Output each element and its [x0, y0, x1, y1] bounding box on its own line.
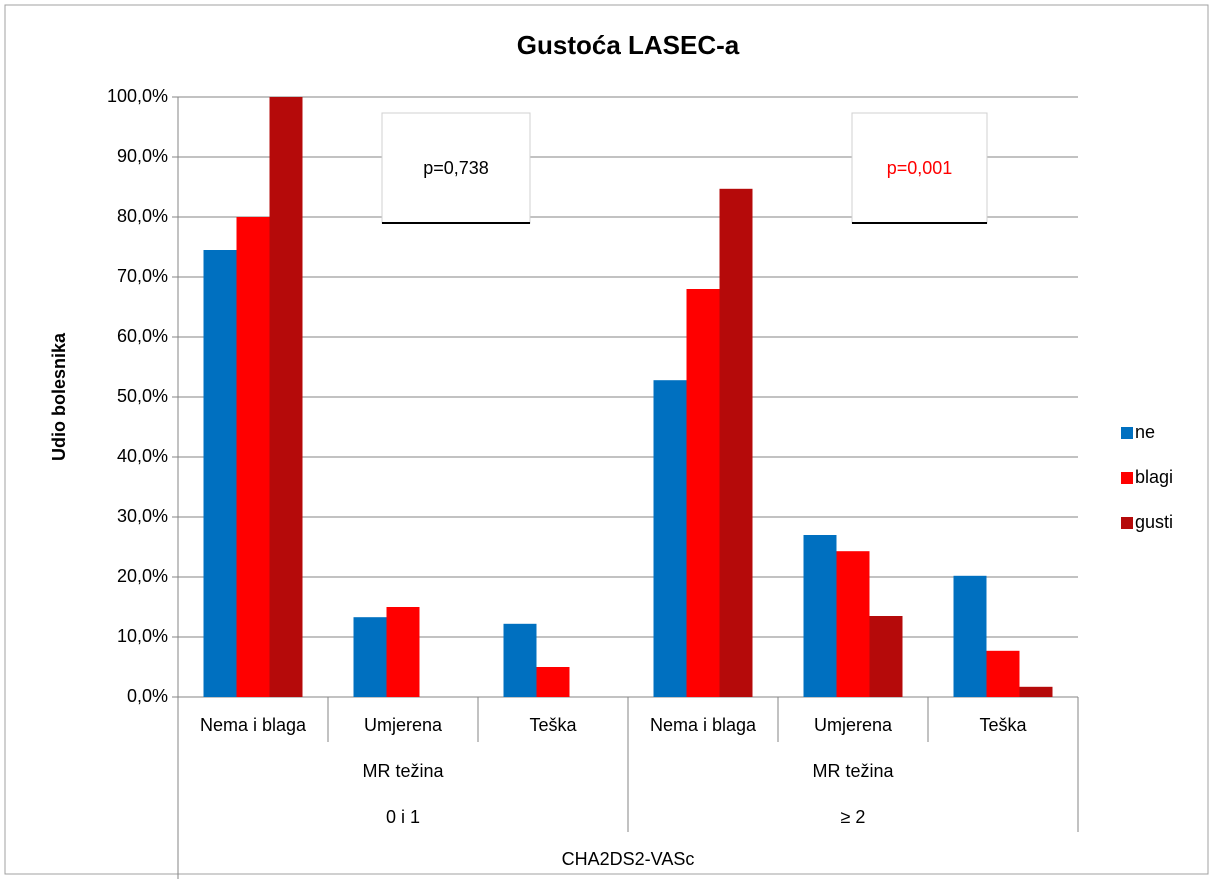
x-tick-label: Teška — [979, 715, 1027, 735]
x-tick-label: Teška — [529, 715, 577, 735]
bar — [203, 250, 237, 697]
y-tick-label: 50,0% — [117, 386, 168, 406]
bar — [386, 607, 420, 697]
legend-label: gusti — [1135, 512, 1173, 532]
bar — [1019, 686, 1053, 697]
y-axis-label: Udio bolesnika — [49, 332, 69, 461]
bar — [236, 217, 270, 697]
y-tick-label: 80,0% — [117, 206, 168, 226]
legend-label: blagi — [1135, 467, 1173, 487]
annotation-box — [381, 112, 531, 224]
group-label: 0 i 1 — [386, 807, 420, 827]
bar — [653, 380, 687, 697]
y-tick-label: 100,0% — [107, 86, 168, 106]
bar — [803, 535, 837, 697]
y-tick-label: 10,0% — [117, 626, 168, 646]
bar — [269, 97, 303, 697]
chart-title: Gustoća LASEC-a — [517, 30, 740, 60]
bar — [353, 617, 387, 697]
subgroup-label: MR težina — [362, 761, 444, 781]
bar — [836, 551, 870, 697]
bar — [986, 650, 1020, 697]
bar — [869, 616, 903, 697]
legend-swatch — [1121, 472, 1133, 484]
x-tick-label: Umjerena — [814, 715, 893, 735]
y-tick-label: 40,0% — [117, 446, 168, 466]
legend-swatch — [1121, 517, 1133, 529]
bar — [686, 289, 720, 697]
bar — [503, 623, 537, 697]
y-tick-label: 60,0% — [117, 326, 168, 346]
x-tick-label: Nema i blaga — [650, 715, 757, 735]
chart-border — [4, 4, 1209, 875]
subgroup-label: MR težina — [812, 761, 894, 781]
y-tick-label: 70,0% — [117, 266, 168, 286]
annotation-box — [851, 112, 988, 224]
bar — [719, 188, 753, 698]
annotation: p=0,738 — [423, 158, 489, 178]
x-tick-label: Nema i blaga — [200, 715, 307, 735]
y-tick-label: 0,0% — [127, 686, 168, 706]
annotation: p=0,001 — [887, 158, 953, 178]
legend-label: ne — [1135, 422, 1155, 442]
x-tick-label: Umjerena — [364, 715, 443, 735]
bar — [536, 667, 570, 697]
y-tick-label: 90,0% — [117, 146, 168, 166]
bar — [953, 575, 987, 697]
legend-swatch — [1121, 427, 1133, 439]
y-tick-label: 20,0% — [117, 566, 168, 586]
supergroup-label: CHA2DS2-VASc — [562, 849, 695, 869]
y-tick-label: 30,0% — [117, 506, 168, 526]
group-label: ≥ 2 — [841, 807, 866, 827]
